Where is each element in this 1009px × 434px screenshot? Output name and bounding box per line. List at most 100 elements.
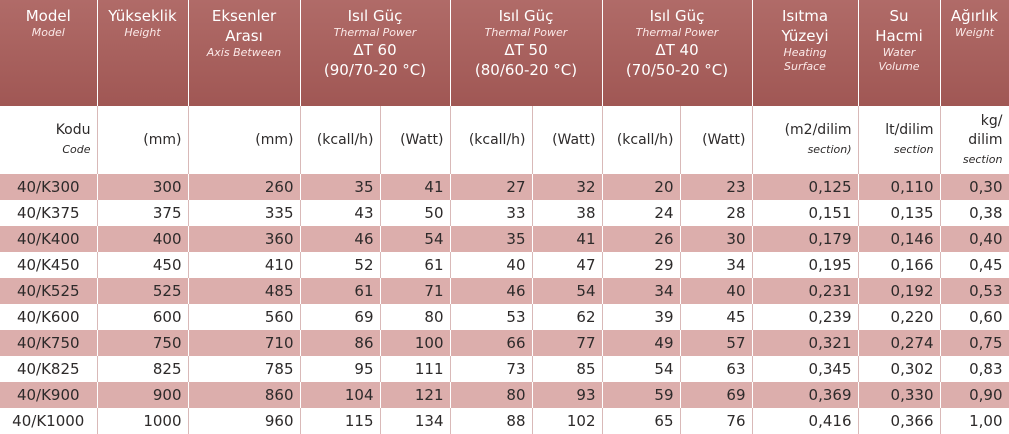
data-cell: 0,330: [858, 382, 941, 408]
header-condition: (70/50-20 °C): [625, 61, 729, 79]
unit-cell: (mm): [97, 106, 189, 174]
data-cell: 71: [380, 278, 451, 304]
data-cell: 0,90: [940, 382, 1009, 408]
data-cell: 73: [450, 356, 533, 382]
header-row: Model Model Yükseklik Height Eksenler Arası Ax…: [0, 0, 1009, 106]
data-cell: 134: [380, 408, 451, 434]
unit-text: kg/: [980, 112, 1003, 129]
data-cell: 410: [188, 252, 301, 278]
data-row: 40/K300 300 260 35 41 27 32 20 23 0,125 0,110 0,30: [0, 174, 1009, 200]
data-cell: 61: [380, 252, 451, 278]
data-cell: 40: [680, 278, 753, 304]
data-cell: 34: [680, 252, 753, 278]
data-cell: 960: [188, 408, 301, 434]
data-cell: 40/K525: [0, 278, 98, 304]
data-cell: 38: [532, 200, 603, 226]
unit-text: (kcall/h): [316, 131, 374, 148]
data-cell: 0,366: [858, 408, 941, 434]
header-cell: Isıl Güç Thermal Power ΔT 50 (80/60-20 °C): [450, 0, 603, 106]
unit-text: (mm): [255, 131, 294, 148]
unit-cell: (kcall/h): [450, 106, 533, 174]
data-cell: 95: [300, 356, 381, 382]
data-cell: 40/K450: [0, 252, 98, 278]
data-cell: 61: [300, 278, 381, 304]
data-cell: 400: [97, 226, 189, 252]
data-cell: 85: [532, 356, 603, 382]
data-cell: 750: [97, 330, 189, 356]
unit-cell: (Watt): [380, 106, 451, 174]
unit-cell: (kcall/h): [602, 106, 681, 174]
data-cell: 47: [532, 252, 603, 278]
data-cell: 28: [680, 200, 753, 226]
header-title: Isıtma: [781, 7, 829, 25]
data-cell: 0,45: [940, 252, 1009, 278]
data-cell: 54: [532, 278, 603, 304]
data-cell: 0,345: [752, 356, 859, 382]
header-subtitle: Volume: [878, 60, 920, 73]
data-cell: 0,220: [858, 304, 941, 330]
data-cell: 40/K400: [0, 226, 98, 252]
header-subtitle: Heating: [783, 46, 827, 59]
unit-text: (m2/dilim: [784, 122, 852, 138]
header-title: Isıl Güç: [649, 7, 705, 25]
unit-text: (Watt): [552, 131, 596, 148]
unit-subtext: Code: [62, 143, 91, 156]
data-cell: 0,195: [752, 252, 859, 278]
data-cell: 34: [602, 278, 681, 304]
data-cell: 0,231: [752, 278, 859, 304]
unit-text: lt/dilim: [885, 122, 934, 138]
data-cell: 375: [97, 200, 189, 226]
data-cell: 30: [680, 226, 753, 252]
header-title: Model: [25, 7, 71, 25]
data-cell: 69: [300, 304, 381, 330]
data-row: 40/K750 750 710 86 100 66 77 49 57 0,321 0,274 0,75: [0, 330, 1009, 356]
unit-cell: Kodu Code: [0, 106, 98, 174]
data-cell: 46: [300, 226, 381, 252]
header-title: Su: [889, 7, 909, 25]
data-cell: 40/K750: [0, 330, 98, 356]
data-row: 40/K825 825 785 95 111 73 85 54 63 0,345 0,302 0,83: [0, 356, 1009, 382]
data-cell: 62: [532, 304, 603, 330]
data-row: 40/K400 400 360 46 54 35 41 26 30 0,179 0,146 0,40: [0, 226, 1009, 252]
header-title: Hacmi: [875, 27, 923, 45]
data-cell: 0,30: [940, 174, 1009, 200]
header-subtitle: Surface: [784, 60, 826, 73]
data-cell: 66: [450, 330, 533, 356]
data-cell: 41: [380, 174, 451, 200]
data-row: 40/K600 600 560 69 80 53 62 39 45 0,239 0,220 0,60: [0, 304, 1009, 330]
header-condition: (80/60-20 °C): [474, 61, 578, 79]
data-cell: 40/K375: [0, 200, 98, 226]
unit-cell: kg/dilim section: [940, 106, 1009, 174]
header-cell: Model Model: [0, 0, 98, 106]
header-condition: ΔT 40: [655, 41, 699, 59]
data-cell: 360: [188, 226, 301, 252]
data-cell: 43: [300, 200, 381, 226]
unit-cell: (Watt): [532, 106, 603, 174]
data-row: 40/K525 525 485 61 71 46 54 34 40 0,231 0,192 0,53: [0, 278, 1009, 304]
unit-text: dilim: [968, 131, 1003, 148]
data-cell: 560: [188, 304, 301, 330]
unit-text: Kodu: [55, 122, 91, 138]
data-cell: 32: [532, 174, 603, 200]
header-cell: Eksenler Arası Axis Between: [188, 0, 301, 106]
data-cell: 65: [602, 408, 681, 434]
header-subtitle: Thermal Power: [484, 26, 568, 39]
data-cell: 0,146: [858, 226, 941, 252]
data-cell: 121: [380, 382, 451, 408]
header-subtitle: Model: [31, 26, 65, 39]
data-cell: 40/K600: [0, 304, 98, 330]
data-cell: 80: [380, 304, 451, 330]
data-cell: 46: [450, 278, 533, 304]
header-subtitle: Weight: [955, 26, 994, 39]
header-cell: Yükseklik Height: [97, 0, 189, 106]
data-cell: 0,192: [858, 278, 941, 304]
data-cell: 0,75: [940, 330, 1009, 356]
header-cell: Isıtma Yüzeyi Heating Surface: [752, 0, 859, 106]
data-cell: 69: [680, 382, 753, 408]
data-cell: 335: [188, 200, 301, 226]
data-cell: 0,38: [940, 200, 1009, 226]
data-cell: 0,302: [858, 356, 941, 382]
units-row: Kodu Code (mm) (mm) (kcall/h) (Watt) (kcall/h)…: [0, 106, 1009, 174]
data-cell: 24: [602, 200, 681, 226]
